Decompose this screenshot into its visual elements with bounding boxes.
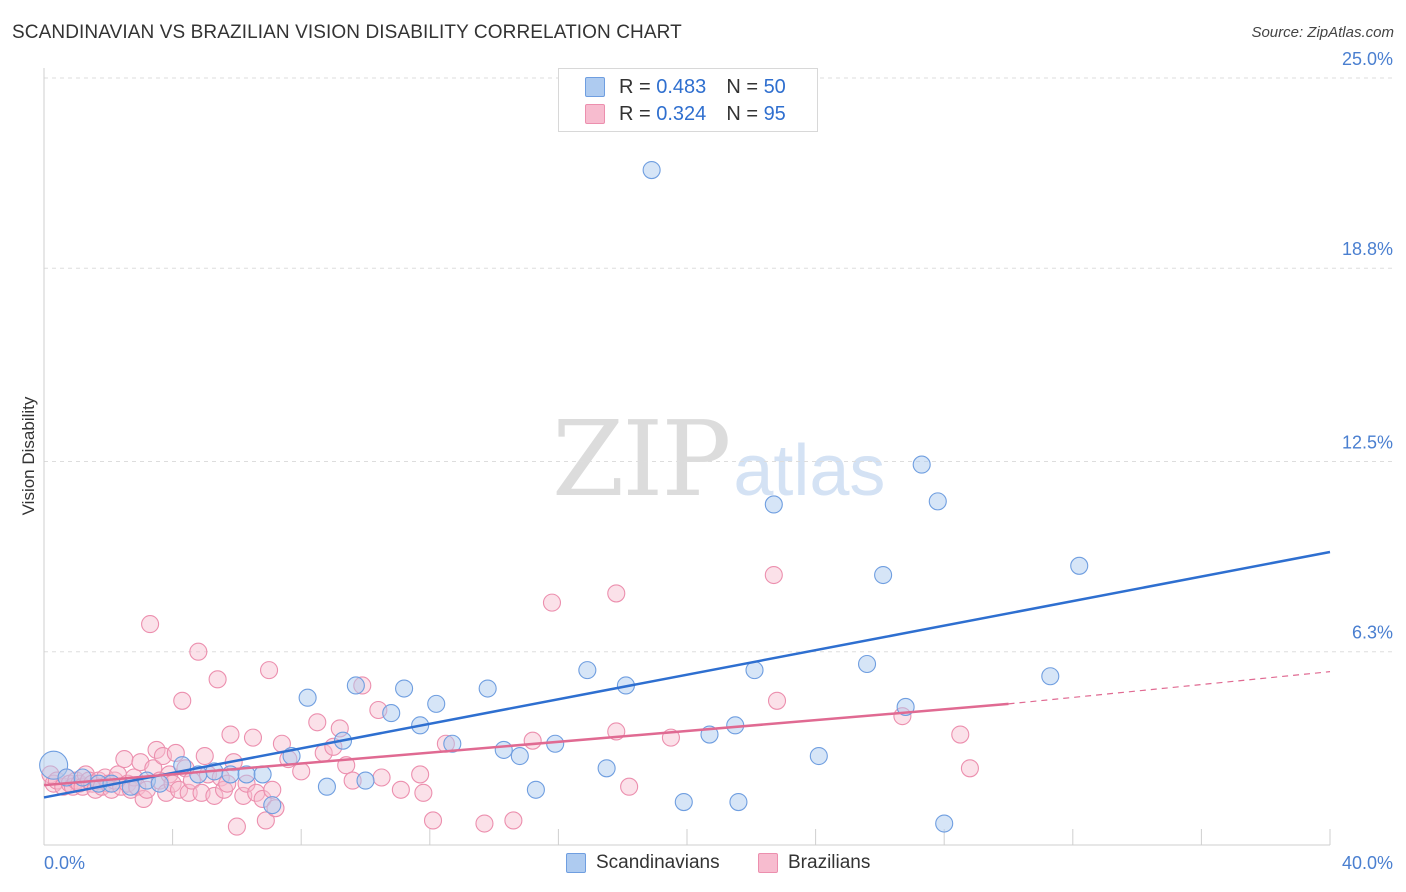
axes [43,68,1331,846]
scandinavian-point [874,565,893,585]
legend-r-label: R = [619,75,651,98]
brazilian-point [115,750,134,769]
legend-r-label: R = [619,102,651,125]
scandinavian-point [478,679,497,698]
correlation-legend: R = 0.483 N = 50 R = 0.324 N = 95 [558,68,818,132]
scandinavian-point [1041,667,1060,686]
scandinavian-point [317,777,336,796]
scandinavian-point [764,495,783,514]
y-tick-label: 12.5% [1342,433,1393,453]
scandinavian-point [642,160,661,180]
scandinavian-point [674,792,693,812]
scandinavians-label: Scandinavians [596,852,720,873]
scandinavian-point [263,796,282,815]
scandinavian-point [1070,556,1089,575]
brazilian-point [504,811,523,830]
brazilian-point [414,783,433,802]
scandinavian-points [39,160,1089,833]
brazilian-point [951,725,970,744]
scandinavian-legend-swatch [566,853,586,873]
brazilian-point [960,759,979,778]
watermark-atlas: atlas [733,431,886,511]
scandinavian-point [356,771,375,790]
legend-n-value: 95 [763,102,786,125]
scandinavian-point [597,759,616,778]
brazilian-point [308,713,327,732]
brazilian-points [41,565,979,836]
brazilian-point [227,817,246,836]
brazilian-point [169,780,189,799]
brazilian-point [208,670,227,689]
grid-lines [44,77,1395,653]
legend-brazilians: Brazilians [758,852,870,874]
scandinavian-point [935,814,954,833]
legend-r-value: 0.324 [656,102,707,125]
chart-title: SCANDINAVIAN VS BRAZILIAN VISION DISABIL… [12,22,682,43]
legend-n-value: 50 [763,75,786,98]
scandinavian-point [510,746,529,766]
scandinavian-point [382,704,401,723]
brazilian-legend-swatch [758,853,778,873]
x-tick-label: 40.0% [1342,853,1393,873]
legend-n-label: N = [726,75,758,98]
y-axis-label: Vision Disability [19,396,38,515]
scandinavian-point [857,654,877,674]
source-label: Source: ZipAtlas.com [1251,24,1394,41]
legend-r-value: 0.483 [656,75,707,98]
brazilian-point [189,642,208,661]
scandinavian-point [729,792,748,812]
scandinavian-point [809,746,828,766]
y-tick-label: 25.0% [1342,49,1393,69]
brazilian-point [141,615,160,634]
brazilian-point [256,811,275,830]
brazilian-point [411,765,430,784]
brazilian-point [764,565,783,585]
brazilian-point [391,780,410,799]
brazilian-point [263,780,282,799]
brazilian-point [620,777,639,796]
trend-lines [43,550,1331,799]
scandinavian-point [494,740,513,759]
brazilian-point [423,811,443,830]
brazilian-point [173,691,192,710]
scandinavian-point [427,694,446,713]
brazilian-point [767,691,787,710]
tick-labels: 6.3% 12.5% 18.8% 25.0% 0.0% 40.0% [44,49,1393,873]
brazilian-point [221,725,240,744]
scandinavian-point [912,455,931,474]
brazilian-point [243,728,263,747]
y-tick-label: 6.3% [1352,623,1393,643]
watermark: ZIPatlas [552,398,885,520]
brazilian-point [372,768,391,787]
legend-row-brazilian: R = 0.324 N = 95 [585,101,786,127]
scandinavian-point [578,661,597,680]
x-tick-label: 0.0% [44,853,85,873]
scandinavian-swatch [585,77,605,97]
brazilian-point [195,746,214,766]
scandinavian-trend-line [43,550,1331,799]
brazilian-point [475,814,494,833]
scandinavian-point [443,734,462,753]
brazilian-point [607,584,626,603]
y-tick-label: 18.8% [1342,239,1393,259]
brazilian-point [542,593,562,612]
legend-n-label: N = [726,102,758,125]
brazilian-point [292,762,311,781]
brazilian-trend-extension [1008,671,1331,705]
brazilian-point [205,786,224,805]
brazilian-trend-line [43,702,1009,787]
brazilian-point [523,731,542,750]
brazilian-point [259,661,279,680]
brazilians-label: Brazilians [788,852,871,873]
scandinavian-point [346,676,365,695]
watermark-zip: ZIP [552,398,731,520]
brazilian-swatch [585,104,605,124]
legend-scandinavians: Scandinavians [566,852,720,874]
scandinavian-point [526,780,545,799]
scandinavian-point [928,492,947,511]
scandinavian-point [298,688,317,707]
legend-row-scandinavian: R = 0.483 N = 50 [585,74,786,100]
scandinavian-point [395,679,414,698]
